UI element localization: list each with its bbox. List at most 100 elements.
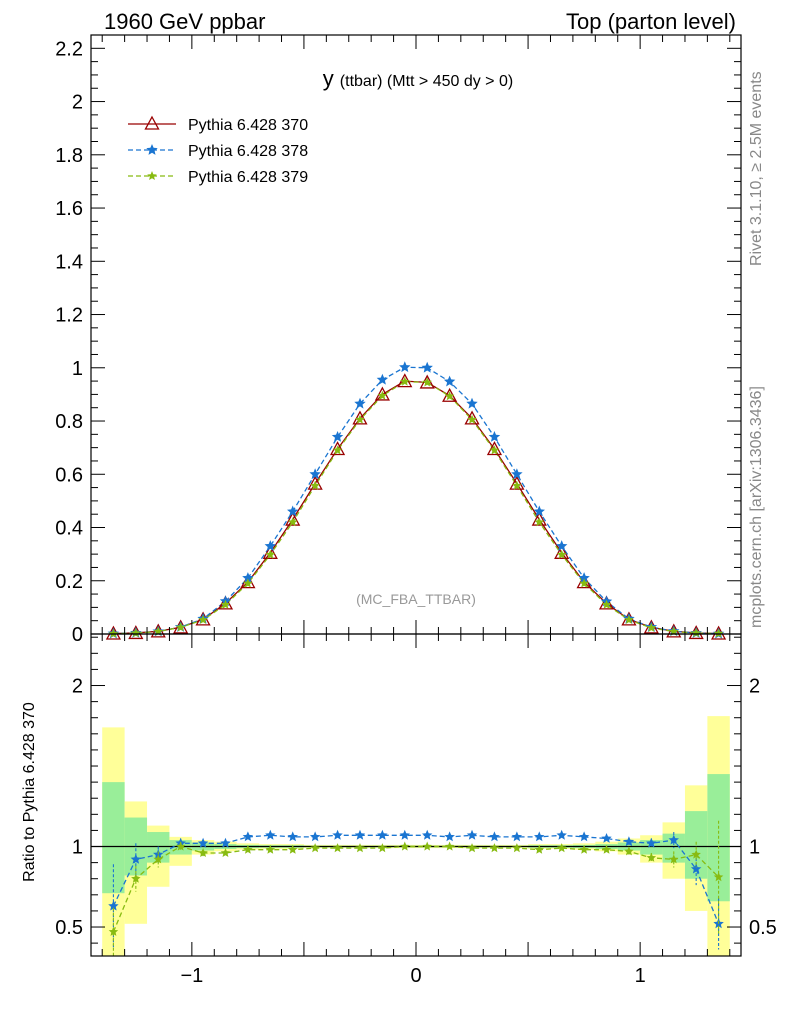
ratio-point-379	[713, 872, 724, 882]
data-point-379	[579, 578, 589, 588]
data-point-370	[486, 441, 503, 456]
data-point-379	[198, 614, 208, 624]
mcplots-label: mcplots.cern.ch [arXiv:1306.3436]	[748, 386, 765, 628]
ratio-point-379	[310, 843, 320, 853]
x-tick-label: 0	[410, 965, 421, 987]
data-point-379	[288, 517, 298, 527]
legend-marker-370	[144, 115, 160, 130]
axes: 0 0.2 0.4 0.6 0.8 1 1.2 1.4 1.6 1.8 2 2.2 0.5 0.5 1 1 2 2…	[55, 34, 777, 987]
y-tick-label: 0	[72, 624, 83, 646]
legend: Pythia 6.428 370 Pythia 6.428 378 Pythia…	[128, 115, 308, 186]
data-point-379	[220, 599, 231, 609]
ratio-point-378	[354, 829, 366, 840]
ratio-uncertainty-bands	[102, 716, 730, 956]
ratio-point-378	[489, 831, 500, 842]
legend-entry-370: Pythia 6.428 370	[128, 115, 308, 134]
plot-title-main: y	[323, 66, 334, 91]
ratio-point-379	[601, 844, 612, 854]
data-point-379	[422, 377, 432, 387]
ratio-point-378	[668, 834, 679, 845]
y-tick-label: 1.6	[55, 198, 83, 220]
rivet-label: Rivet 3.1.10, ≥ 2.5M events	[748, 71, 765, 266]
ratio-point-379	[198, 848, 208, 857]
data-point-370	[464, 410, 480, 425]
ratio-band-green	[684, 811, 708, 879]
ratio-panel-series	[91, 820, 741, 956]
ratio-point-378	[690, 863, 702, 874]
data-point-378	[287, 505, 299, 517]
ratio-point-378	[108, 900, 119, 911]
data-point-378	[242, 572, 254, 583]
ratio-y-tick-label: 0.5	[55, 917, 83, 939]
ratio-point-378	[646, 837, 657, 848]
ratio-point-379	[332, 843, 343, 853]
data-point-379	[175, 622, 186, 632]
data-point-379	[713, 628, 724, 638]
ratio-y-tick-label-right: 2	[749, 676, 760, 698]
data-point-370	[240, 574, 256, 589]
ratio-point-378	[534, 831, 545, 842]
header-left-title: 1960 GeV ppbar	[104, 9, 265, 34]
ratio-y-tick-label-right: 0.5	[749, 917, 777, 939]
data-point-378	[421, 361, 433, 373]
ratio-line-379	[112, 845, 720, 933]
data-point-379	[534, 517, 544, 527]
plot-title-sub: (ttbar) (Mtt > 450 dy > 0)	[340, 73, 513, 90]
data-point-379	[512, 480, 522, 490]
ratio-point-378	[287, 831, 298, 842]
ratio-point-378	[309, 831, 321, 842]
ratio-point-378	[578, 831, 590, 842]
ratio-point-378	[377, 829, 388, 840]
data-point-370	[262, 544, 278, 559]
legend-marker-378	[146, 144, 158, 155]
data-point-379	[691, 628, 701, 638]
data-point-378	[556, 540, 568, 551]
x-tick-label: −1	[180, 965, 203, 987]
data-point-379	[556, 549, 567, 559]
data-point-379	[400, 376, 410, 386]
ratio-point-378	[466, 829, 478, 840]
data-point-378	[354, 397, 366, 409]
ratio-band-green	[102, 782, 125, 894]
data-point-379	[601, 599, 612, 609]
legend-marker-379	[147, 171, 157, 180]
ratio-point-379	[422, 841, 432, 851]
data-point-378	[376, 373, 389, 385]
plot-title: y (ttbar) (Mtt > 450 dy > 0)	[323, 66, 513, 91]
analysis-label: (MC_FBA_TTBAR)	[356, 591, 476, 607]
data-point-378	[466, 397, 478, 409]
data-point-378	[533, 505, 545, 517]
ratio-y-tick-label: 2	[72, 676, 83, 698]
ratio-point-379	[444, 841, 455, 851]
data-point-379	[332, 445, 343, 455]
ratio-point-378	[623, 836, 635, 847]
y-tick-label: 0.4	[55, 518, 83, 540]
ratio-y-tick-label: 1	[72, 837, 83, 859]
ratio-point-378	[332, 829, 343, 840]
ratio-line-378	[112, 834, 720, 925]
legend-label-379: Pythia 6.428 379	[188, 169, 308, 186]
data-point-370	[531, 511, 547, 526]
ratio-point-379	[175, 841, 186, 851]
data-point-370	[285, 511, 301, 526]
y-tick-label: 1	[72, 358, 83, 380]
data-point-370	[217, 595, 234, 610]
y-tick-label: 0.2	[55, 571, 83, 593]
ratio-point-379	[153, 854, 163, 864]
ratio-point-378	[130, 853, 142, 864]
ratio-point-379	[400, 841, 410, 851]
ratio-y-tick-label-right: 1	[749, 837, 760, 859]
legend-entry-378: Pythia 6.428 378	[128, 143, 308, 160]
data-point-379	[108, 628, 119, 638]
y-tick-label: 0.6	[55, 464, 83, 486]
legend-label-378: Pythia 6.428 378	[188, 143, 308, 160]
legend-entry-379: Pythia 6.428 379	[128, 169, 308, 186]
ratio-point-378	[242, 831, 254, 842]
ratio-point-378	[556, 829, 567, 840]
ratio-point-379	[669, 854, 679, 864]
data-point-378	[309, 468, 321, 480]
ratio-point-379	[579, 844, 589, 854]
ratio-point-379	[131, 873, 141, 883]
ratio-point-379	[512, 843, 522, 853]
